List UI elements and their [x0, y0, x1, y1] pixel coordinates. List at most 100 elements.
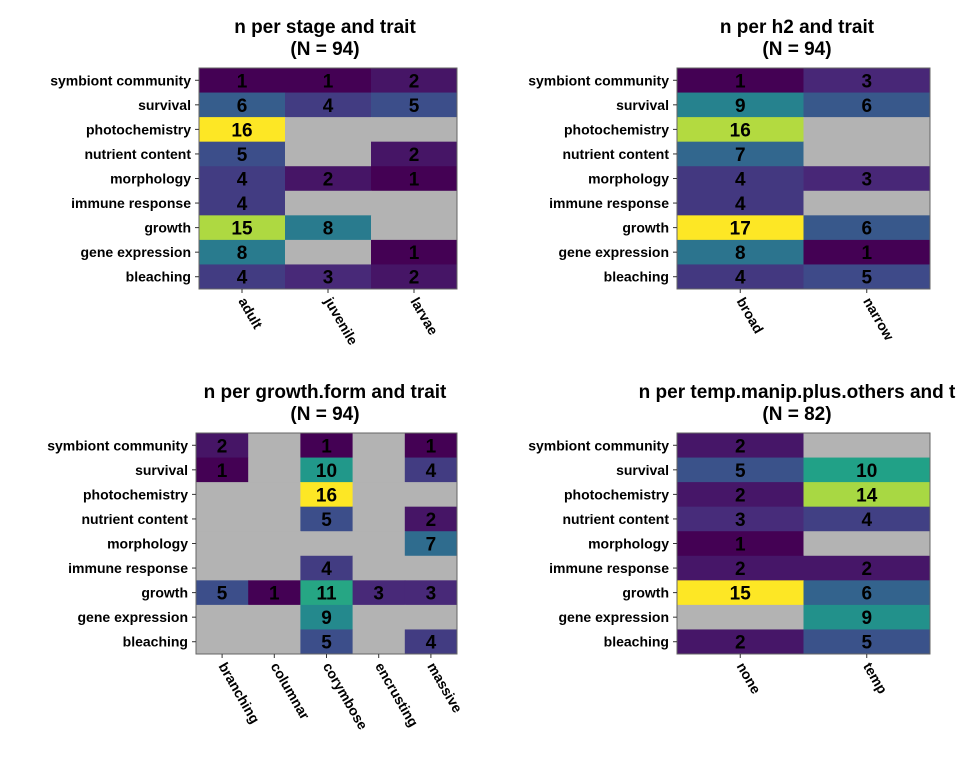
cell-value-label: 1	[237, 71, 248, 92]
x-tick-label: branching	[216, 660, 264, 727]
heatmap-cell	[677, 604, 804, 630]
heatmap-cell	[196, 580, 249, 606]
cell-value-label: 14	[856, 485, 878, 506]
heatmap-cell	[199, 264, 286, 290]
heatmap-cell	[285, 215, 372, 241]
heatmap-cell	[352, 604, 406, 630]
cell-value-label: 1	[323, 71, 334, 92]
heatmap-cell	[371, 92, 458, 118]
heatmap-cell	[404, 580, 458, 606]
heatmap-cell	[352, 531, 406, 557]
heatmap-cell	[300, 629, 354, 655]
panel-title: n per temp.manip.plus.others and t	[639, 382, 956, 403]
panel-subtitle: (N = 94)	[290, 404, 359, 425]
cell-value-label: 3	[735, 510, 746, 531]
cell-value-label: 5	[217, 584, 228, 605]
cell-value-label: 10	[316, 461, 337, 482]
heatmap-cell	[285, 190, 372, 216]
heatmap-cell	[371, 117, 458, 143]
y-tick-label: nutrient content	[84, 146, 191, 162]
y-tick-label: symbiont community	[528, 437, 669, 453]
cell-value-label: 5	[861, 268, 872, 289]
cell-value-label: 2	[735, 633, 746, 654]
cell-value-label: 17	[730, 219, 751, 240]
y-tick-label: nutrient content	[81, 511, 188, 527]
panel-title: n per stage and trait	[234, 17, 416, 38]
heatmap-cell	[285, 264, 372, 290]
x-tick-label: larvae	[407, 295, 441, 338]
heatmap-cell	[677, 433, 804, 459]
cell-value-label: 1	[269, 584, 280, 605]
cell-value-label: 9	[321, 608, 332, 629]
heatmap-cell	[371, 141, 458, 167]
heatmap-cell	[248, 482, 301, 508]
heatmap-cell	[285, 68, 372, 94]
x-tick-label: massive	[424, 660, 466, 716]
heatmap-cell	[285, 92, 372, 118]
x-tick-label: juvenile	[321, 294, 362, 348]
heatmap-cell	[199, 117, 286, 143]
cell-value-label: 8	[735, 243, 746, 264]
heatmap-cell	[248, 629, 301, 655]
heatmap-cell	[677, 264, 804, 290]
heatmap-cell	[803, 506, 931, 532]
y-tick-label: bleaching	[123, 634, 188, 650]
heatmap-cell	[300, 482, 354, 508]
heatmap-panel-2: n per h2 and trait(N = 94) 1 3 9 6 16 7 4 3 4 17 6 8…	[528, 17, 931, 343]
cell-value-label: 4	[735, 268, 746, 289]
y-tick-label: immune response	[71, 195, 191, 211]
cell-value-label: 1	[735, 535, 746, 556]
y-tick-label: survival	[616, 462, 669, 478]
heatmap-cell	[300, 555, 354, 581]
cell-value-label: 1	[321, 436, 332, 457]
heatmap-cell	[352, 629, 406, 655]
heatmap-cell	[803, 215, 931, 241]
heatmap-cell	[803, 141, 931, 167]
cell-value-label: 2	[217, 436, 228, 457]
heatmap-cell	[196, 531, 249, 557]
cell-value-label: 5	[321, 510, 332, 531]
heatmap-cell	[196, 629, 249, 655]
y-tick-label: symbiont community	[47, 437, 188, 453]
heatmap-cell	[352, 506, 406, 532]
heatmap-cell	[803, 604, 931, 630]
cell-value-label: 2	[323, 170, 334, 191]
y-tick-label: morphology	[110, 171, 191, 187]
heatmap-cell	[300, 531, 354, 557]
heatmap-cell	[404, 433, 458, 459]
y-tick-label: bleaching	[604, 634, 669, 650]
cell-value-label: 5	[409, 96, 420, 117]
y-tick-label: growth	[622, 220, 669, 236]
heatmap-cell	[677, 629, 804, 655]
y-tick-label: morphology	[588, 536, 669, 552]
cell-value-label: 2	[426, 510, 437, 531]
heatmap-cell	[285, 166, 372, 192]
heatmap-cell	[404, 531, 458, 557]
cell-value-label: 1	[409, 243, 420, 264]
heatmap-cell	[196, 482, 249, 508]
cell-value-label: 4	[735, 194, 746, 215]
heatmap-cell	[677, 190, 804, 216]
heatmap-cell	[285, 117, 372, 143]
heatmap-cell	[352, 457, 406, 483]
heatmap-cell	[803, 92, 931, 118]
heatmap-cell	[248, 457, 301, 483]
y-tick-label: gene expression	[559, 609, 670, 625]
heatmap-panel-1: n per stage and trait(N = 94) 1 1 2 6 4 5 16 5 2 4…	[50, 17, 458, 348]
cell-value-label: 1	[735, 71, 746, 92]
y-tick-label: photochemistry	[83, 486, 188, 502]
heatmap-cell	[371, 190, 458, 216]
x-tick-label: encrusting	[372, 660, 422, 730]
heatmap-cell	[404, 629, 458, 655]
cell-value-label: 5	[237, 145, 248, 166]
heatmap-cell	[803, 264, 931, 290]
heatmap-cell	[199, 215, 286, 241]
cell-value-label: 4	[321, 559, 332, 580]
panel-subtitle: (N = 82)	[762, 404, 831, 425]
cell-value-label: 3	[861, 170, 872, 191]
heatmap-cell	[300, 580, 354, 606]
heatmap-cell	[199, 92, 286, 118]
y-tick-label: nutrient content	[562, 511, 669, 527]
cell-value-label: 3	[323, 268, 334, 289]
heatmap-cell	[803, 190, 931, 216]
